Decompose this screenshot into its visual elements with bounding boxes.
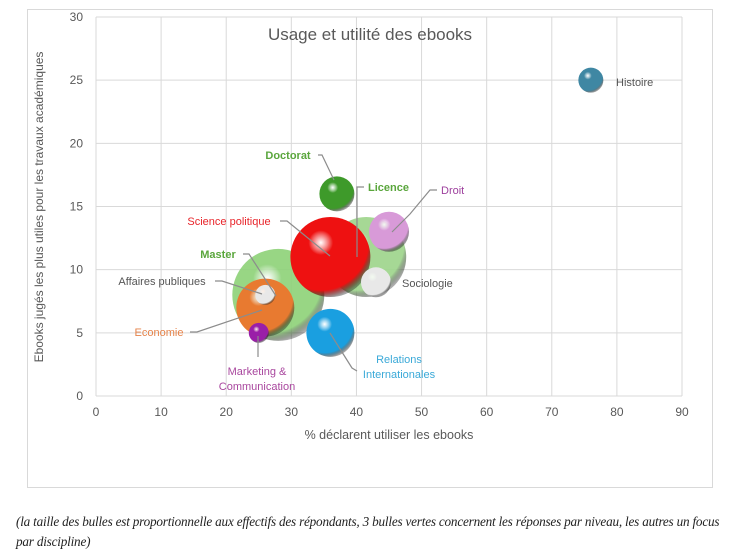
x-tick-label: 60 xyxy=(480,405,494,419)
x-tick-label: 80 xyxy=(610,405,624,419)
y-tick-label: 15 xyxy=(70,200,84,214)
bubble-label: Science politique xyxy=(187,216,270,228)
chart-caption: (la taille des bulles est proportionnell… xyxy=(16,514,720,549)
y-tick-label: 0 xyxy=(76,389,83,403)
bubble-chart: 0 5 10 15 20 25 30 0 10 20 30 40 50 60 70 80 90 Usage e… xyxy=(32,10,689,442)
bubble-label: Histoire xyxy=(616,77,653,89)
bubble-sociologie xyxy=(360,267,391,298)
bubble-affaires-publiques xyxy=(255,284,276,305)
bubble-series xyxy=(232,67,604,357)
y-tick-label: 5 xyxy=(76,326,83,340)
bubble-label: Doctorat xyxy=(265,150,311,162)
bubble-label: Master xyxy=(200,249,236,261)
x-tick-label: 40 xyxy=(350,405,364,419)
bubble-label: Marketing & xyxy=(228,366,287,378)
chart-gridlines xyxy=(95,16,683,397)
x-tick-label: 20 xyxy=(220,405,234,419)
bubble-doctorat xyxy=(319,176,355,212)
x-tick-label: 0 xyxy=(93,405,100,419)
x-axis-ticks: 0 10 20 30 40 50 60 70 80 90 xyxy=(93,405,689,419)
x-tick-label: 30 xyxy=(285,405,299,419)
y-tick-label: 20 xyxy=(70,136,84,150)
bubble-label: Relations xyxy=(376,354,422,366)
bubble-label: Economie xyxy=(135,327,184,339)
bubble-label: Licence xyxy=(368,182,409,194)
bubble-label: Sociologie xyxy=(402,278,453,290)
bubble-droit xyxy=(369,211,409,252)
x-tick-label: 50 xyxy=(415,405,429,419)
bubble-label: Droit xyxy=(441,185,464,197)
y-axis-label: Ebooks jugés les plus utiles pour les tr… xyxy=(32,52,46,363)
bubble-label: Internationales xyxy=(363,369,436,381)
y-axis-ticks: 0 5 10 15 20 25 30 xyxy=(70,10,84,403)
bubble-label: Communication xyxy=(219,381,295,393)
bubble-science-politique xyxy=(290,217,371,298)
bubble-marketing-communication xyxy=(248,322,269,343)
x-tick-label: 10 xyxy=(154,405,168,419)
bubble-economie xyxy=(236,278,295,337)
x-tick-label: 70 xyxy=(545,405,559,419)
bubble-label: Affaires publiques xyxy=(118,276,206,288)
x-tick-label: 90 xyxy=(675,405,689,419)
chart-title: Usage et utilité des ebooks xyxy=(268,25,472,44)
y-tick-label: 30 xyxy=(70,10,84,24)
y-tick-label: 25 xyxy=(70,73,84,87)
label-leader-lines xyxy=(190,154,437,372)
y-tick-label: 10 xyxy=(70,263,84,277)
bubble-labels: Doctorat Licence Droit Science politique Mas… xyxy=(118,77,653,393)
bubble-histoire xyxy=(578,67,604,93)
x-axis-label: % déclarent utiliser les ebooks xyxy=(305,428,474,442)
